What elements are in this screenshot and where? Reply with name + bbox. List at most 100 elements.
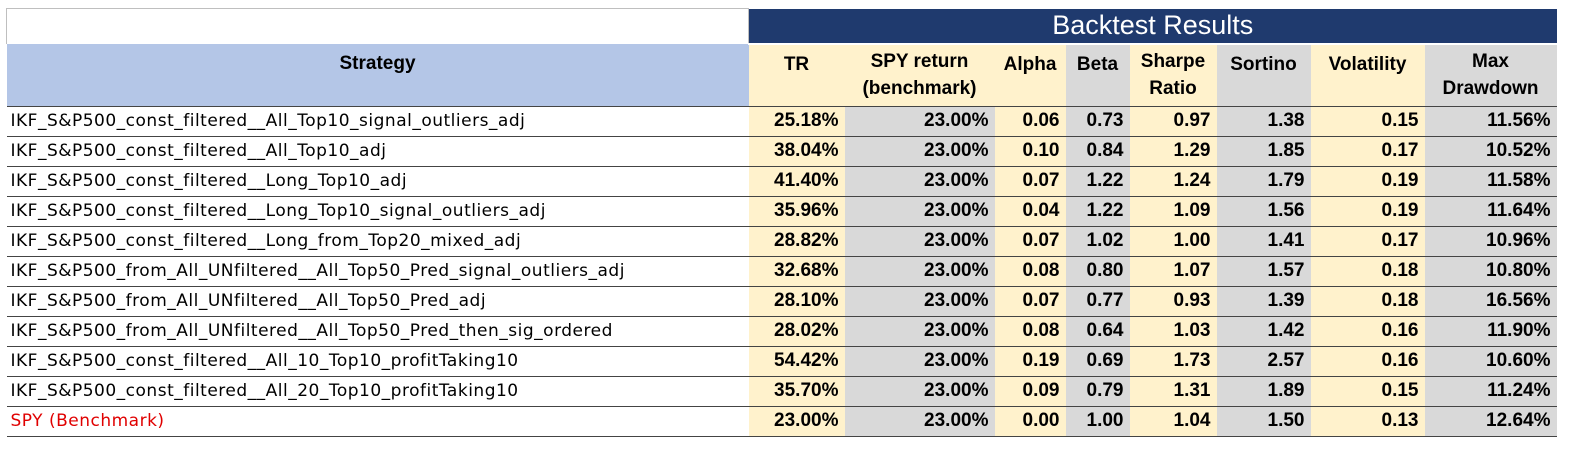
cell-tr: 41.40% [748, 165, 845, 196]
table-row: IKF_S&P500_const_filtered__All_10_Top10_… [6, 345, 1557, 376]
title-row: Backtest Results [6, 8, 1557, 45]
header-spy-return-line2: (benchmark) [862, 78, 977, 99]
cell-max-drawdown: 10.80% [1424, 255, 1557, 286]
cell-sortino: 1.41 [1216, 225, 1311, 256]
cell-sortino: 1.89 [1216, 375, 1311, 406]
header-maxdd-line1: Max [1472, 51, 1509, 72]
cell-volatility: 0.16 [1310, 345, 1425, 376]
cell-sortino: 1.57 [1216, 255, 1311, 286]
header-strategy: Strategy [6, 43, 749, 106]
cell-spy-return: 23.00% [844, 375, 995, 406]
cell-beta: 0.64 [1065, 315, 1130, 346]
cell-sortino: 1.38 [1216, 105, 1311, 136]
cell-volatility: 0.13 [1310, 405, 1425, 437]
header-maxdd-line2: Drawdown [1442, 78, 1539, 99]
cell-beta: 0.73 [1065, 105, 1130, 136]
cell-alpha: 0.07 [994, 285, 1066, 316]
header-volatility: Volatility [1310, 43, 1425, 106]
cell-spy-return: 23.00% [844, 135, 995, 166]
backtest-results-table: Backtest Results Strategy TR SPY return … [6, 8, 1557, 437]
table-row: IKF_S&P500_from_All_UNfiltered__All_Top5… [6, 315, 1557, 346]
cell-max-drawdown: 10.52% [1424, 135, 1557, 166]
cell-beta: 1.00 [1065, 405, 1130, 437]
cell-strategy-name: IKF_S&P500_const_filtered__All_10_Top10_… [6, 345, 749, 376]
table-row: IKF_S&P500_from_All_UNfiltered__All_Top5… [6, 285, 1557, 316]
cell-alpha: 0.07 [994, 165, 1066, 196]
table-row: IKF_S&P500_const_filtered__All_Top10_adj… [6, 135, 1557, 166]
cell-alpha: 0.06 [994, 105, 1066, 136]
cell-beta: 0.84 [1065, 135, 1130, 166]
cell-strategy-name: IKF_S&P500_const_filtered__All_Top10_sig… [6, 105, 749, 136]
cell-beta: 0.80 [1065, 255, 1130, 286]
cell-tr: 32.68% [748, 255, 845, 286]
table-row: IKF_S&P500_const_filtered__All_Top10_sig… [6, 105, 1557, 136]
cell-strategy-name: IKF_S&P500_const_filtered__Long_Top10_si… [6, 195, 749, 226]
cell-tr: 28.02% [748, 315, 845, 346]
cell-strategy-name: IKF_S&P500_from_All_UNfiltered__All_Top5… [6, 315, 749, 346]
cell-beta: 0.79 [1065, 375, 1130, 406]
table-row: IKF_S&P500_const_filtered__Long_from_Top… [6, 225, 1557, 256]
cell-beta: 0.69 [1065, 345, 1130, 376]
cell-tr: 23.00% [748, 405, 845, 437]
blank-corner-cell [6, 8, 749, 44]
table-row: IKF_S&P500_const_filtered__Long_Top10_ad… [6, 165, 1557, 196]
cell-spy-return: 23.00% [844, 315, 995, 346]
cell-alpha: 0.09 [994, 375, 1066, 406]
cell-strategy-name: IKF_S&P500_const_filtered__All_20_Top10_… [6, 375, 749, 406]
cell-sortino: 1.39 [1216, 285, 1311, 316]
cell-volatility: 0.17 [1310, 135, 1425, 166]
cell-strategy-name: IKF_S&P500_from_All_UNfiltered__All_Top5… [6, 255, 749, 286]
header-sharpe-line2: Ratio [1149, 78, 1197, 99]
cell-tr: 35.96% [748, 195, 845, 226]
header-spy-return-line1: SPY return [870, 51, 969, 72]
cell-volatility: 0.17 [1310, 225, 1425, 256]
header-tr: TR [748, 43, 845, 106]
cell-beta: 1.02 [1065, 225, 1130, 256]
cell-sharpe-ratio: 1.29 [1129, 135, 1217, 166]
cell-spy-return: 23.00% [844, 225, 995, 256]
cell-max-drawdown: 11.90% [1424, 315, 1557, 346]
header-sharpe-line1: Sharpe [1140, 51, 1206, 72]
cell-tr: 54.42% [748, 345, 845, 376]
table-banner-title: Backtest Results [748, 8, 1557, 45]
header-sharpe-ratio: Sharpe Ratio [1129, 43, 1217, 106]
cell-alpha: 0.00 [994, 405, 1066, 437]
cell-beta: 1.22 [1065, 195, 1130, 226]
cell-sharpe-ratio: 1.03 [1129, 315, 1217, 346]
cell-max-drawdown: 16.56% [1424, 285, 1557, 316]
table-row: IKF_S&P500_const_filtered__All_20_Top10_… [6, 375, 1557, 406]
cell-alpha: 0.04 [994, 195, 1066, 226]
cell-alpha: 0.08 [994, 255, 1066, 286]
header-max-drawdown: Max Drawdown [1424, 43, 1557, 106]
cell-sharpe-ratio: 1.04 [1129, 405, 1217, 437]
cell-alpha: 0.08 [994, 315, 1066, 346]
cell-volatility: 0.19 [1310, 195, 1425, 226]
cell-alpha: 0.10 [994, 135, 1066, 166]
cell-sortino: 1.42 [1216, 315, 1311, 346]
cell-strategy-name: IKF_S&P500_from_All_UNfiltered__All_Top5… [6, 285, 749, 316]
cell-tr: 38.04% [748, 135, 845, 166]
cell-volatility: 0.16 [1310, 315, 1425, 346]
cell-spy-return: 23.00% [844, 165, 995, 196]
header-alpha: Alpha [994, 43, 1066, 106]
cell-volatility: 0.15 [1310, 105, 1425, 136]
cell-sortino: 1.50 [1216, 405, 1311, 437]
cell-tr: 35.70% [748, 375, 845, 406]
cell-volatility: 0.15 [1310, 375, 1425, 406]
cell-tr: 28.82% [748, 225, 845, 256]
cell-spy-return: 23.00% [844, 285, 995, 316]
cell-strategy-name: IKF_S&P500_const_filtered__Long_from_Top… [6, 225, 749, 256]
cell-volatility: 0.18 [1310, 255, 1425, 286]
cell-tr: 28.10% [748, 285, 845, 316]
table-row: IKF_S&P500_const_filtered__Long_Top10_si… [6, 195, 1557, 226]
cell-sortino: 1.79 [1216, 165, 1311, 196]
cell-spy-return: 23.00% [844, 405, 995, 437]
cell-tr: 25.18% [748, 105, 845, 136]
cell-sharpe-ratio: 1.24 [1129, 165, 1217, 196]
cell-strategy-name: IKF_S&P500_const_filtered__Long_Top10_ad… [6, 165, 749, 196]
cell-alpha: 0.19 [994, 345, 1066, 376]
cell-sortino: 1.85 [1216, 135, 1311, 166]
column-header-row: Strategy TR SPY return (benchmark) Alpha… [6, 43, 1557, 106]
cell-spy-return: 23.00% [844, 255, 995, 286]
cell-spy-return: 23.00% [844, 105, 995, 136]
